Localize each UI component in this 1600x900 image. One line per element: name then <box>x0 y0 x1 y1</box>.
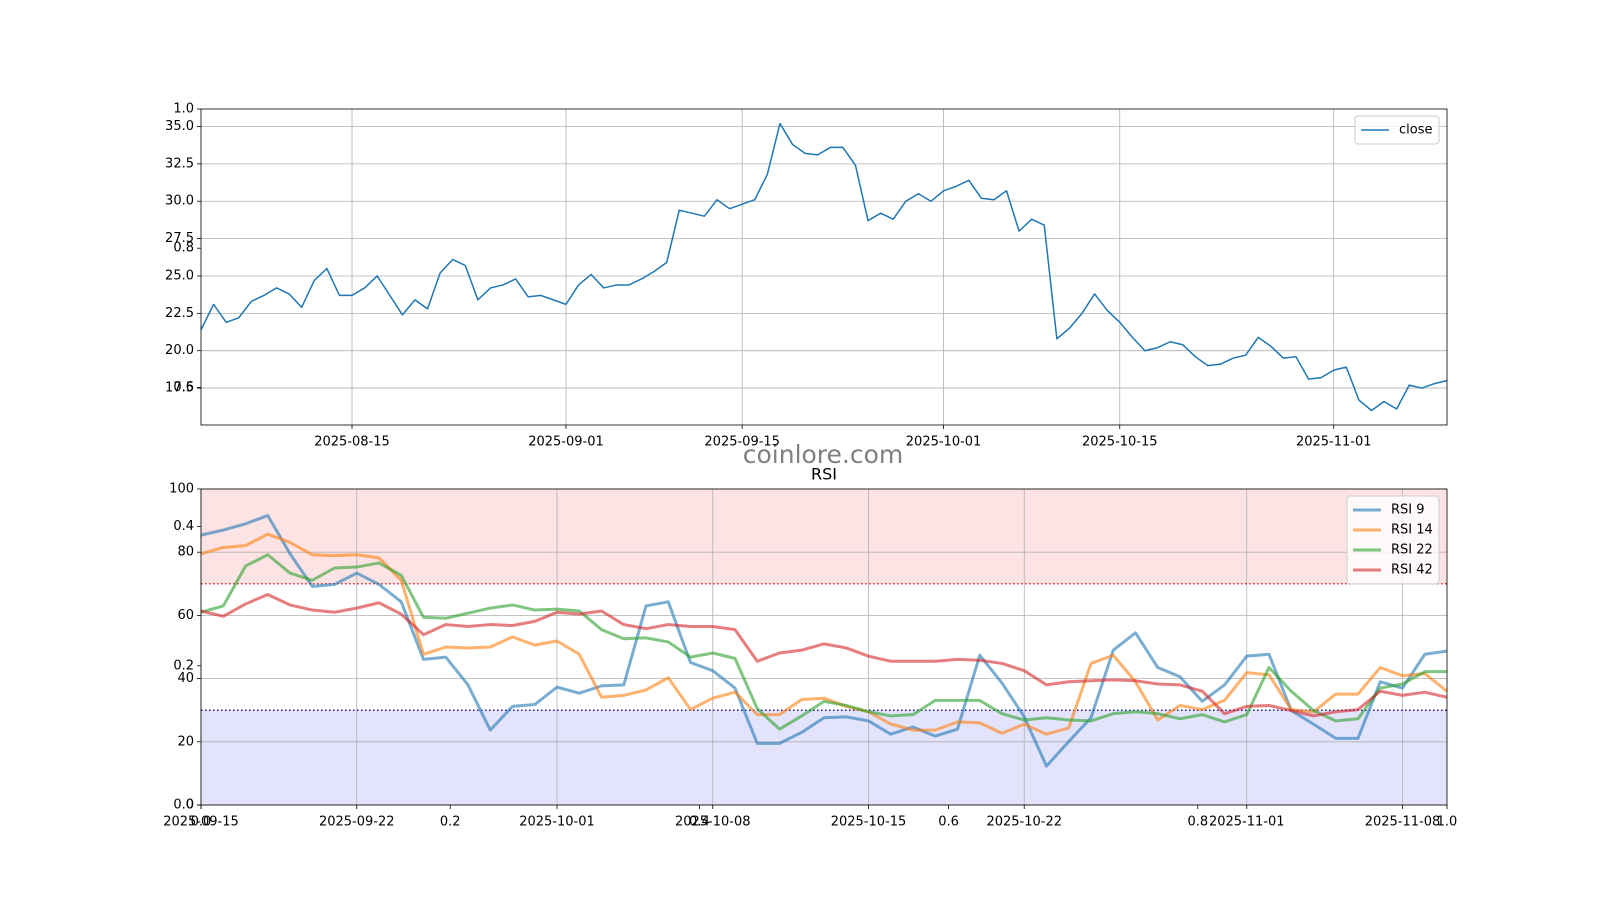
zone <box>201 710 1447 805</box>
zone <box>201 489 1447 584</box>
x-tick-label: 2025-10-01 <box>906 435 982 450</box>
y-tick-label: 1.0 <box>173 102 194 117</box>
legend-label: RSI 9 <box>1391 503 1425 518</box>
y-tick-label: 0.8 <box>173 241 194 256</box>
series-line <box>200 593 1448 718</box>
series-line <box>200 553 1447 731</box>
legend-label: RSI 42 <box>1391 563 1433 578</box>
x-tick-label: 0.6 <box>938 815 959 830</box>
legend-label: close <box>1399 123 1432 138</box>
legend-label: RSI 14 <box>1391 523 1433 538</box>
y-tick-label: 0 <box>186 798 194 813</box>
y-tick-label: 22.5 <box>165 306 194 321</box>
y-tick-label: 40 <box>177 671 194 686</box>
y-tick-label: 32.5 <box>165 156 194 171</box>
y-tick-label: 0.2 <box>173 658 194 673</box>
x-tick-label: 0.0 <box>191 815 212 830</box>
y-tick-label: 20 <box>177 734 194 749</box>
x-tick-label: 0.4 <box>689 815 710 830</box>
y-tick-label: 27.5 <box>165 231 194 246</box>
x-tick-label: 0.2 <box>440 815 461 830</box>
series-line <box>200 532 1448 736</box>
plot-frame <box>200 488 1448 806</box>
legend-box <box>1354 115 1440 145</box>
legend-box <box>1346 495 1440 585</box>
y-tick-label: 20.0 <box>165 343 194 358</box>
y-tick-label: 30.0 <box>165 194 194 209</box>
x-tick-label: 2025-09-15 <box>163 815 239 830</box>
x-tick-label: 2025-09-22 <box>319 815 395 830</box>
y-tick-label: 100 <box>169 482 194 497</box>
watermark: coinlore.com <box>743 440 904 469</box>
y-tick-label: 0.4 <box>173 519 194 534</box>
x-tick-label: 2025-10-22 <box>986 815 1062 830</box>
y-tick-label: 17.5 <box>165 381 194 396</box>
x-tick-label: 2025-10-01 <box>519 815 595 830</box>
x-tick-label: 2025-09-15 <box>704 435 780 450</box>
x-tick-label: 2025-11-08 <box>1365 815 1441 830</box>
x-tick-label: 2025-10-08 <box>675 815 751 830</box>
y-tick-label: 25.0 <box>165 268 194 283</box>
y-tick-label: 80 <box>177 545 194 560</box>
y-tick-label: 0.6 <box>173 380 194 395</box>
x-tick-label: 2025-08-15 <box>314 435 390 450</box>
x-tick-label: 2025-10-15 <box>1082 435 1158 450</box>
x-tick-label: 0.8 <box>1187 815 1208 830</box>
x-tick-label: 1.0 <box>1437 815 1458 830</box>
y-tick-label: 35.0 <box>165 119 194 134</box>
series-line <box>200 122 1448 412</box>
plot-frame <box>200 108 1448 426</box>
x-tick-label: 2025-11-01 <box>1296 435 1372 450</box>
legend-label: RSI 22 <box>1391 543 1433 558</box>
chart-title: RSI <box>811 465 837 484</box>
x-tick-label: 2025-11-01 <box>1209 815 1285 830</box>
x-tick-label: 2025-09-01 <box>528 435 604 450</box>
y-tick-label: 0.0 <box>173 798 194 813</box>
y-tick-label: 60 <box>177 608 194 623</box>
x-tick-label: 2025-10-15 <box>831 815 907 830</box>
